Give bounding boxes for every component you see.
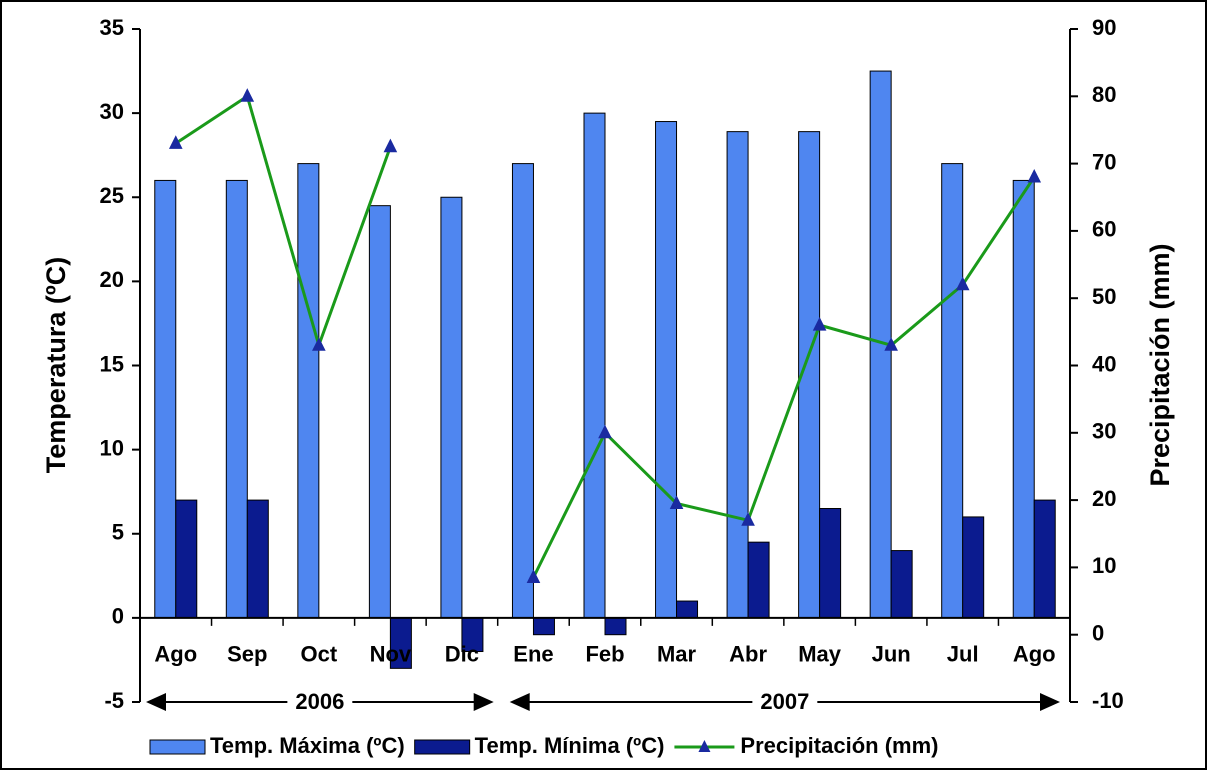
- x-tick-label: Feb: [585, 642, 624, 667]
- bar: [819, 508, 842, 619]
- legend-marker: [698, 740, 711, 752]
- bar: [532, 617, 555, 636]
- legend-swatch: [414, 739, 471, 755]
- bar: [368, 205, 391, 619]
- annotation-bg: [287, 690, 353, 714]
- y2-tick-label: -10: [1092, 688, 1124, 713]
- y-tick-label: 30: [100, 99, 124, 124]
- arrow-head: [473, 693, 494, 711]
- annotation-bg: [752, 690, 818, 714]
- bar: [511, 163, 534, 619]
- line-marker: [1027, 168, 1042, 183]
- line-marker: [812, 317, 827, 331]
- bar: [175, 499, 198, 619]
- legend-label: Temp. Máxima (ºC): [210, 733, 405, 758]
- x-tick-label: Jun: [872, 642, 911, 667]
- bar: [583, 112, 606, 619]
- legend-label: Temp. Mínima (ºC): [475, 733, 665, 758]
- x-tick-label: Oct: [301, 642, 338, 667]
- y-tick-label: 25: [100, 183, 124, 208]
- x-tick-label: Abr: [729, 642, 767, 667]
- y2-tick-label: 20: [1092, 486, 1116, 511]
- bar: [604, 617, 627, 636]
- line-marker: [312, 337, 326, 351]
- arrow-head: [509, 693, 530, 711]
- x-tick-label: May: [798, 642, 842, 667]
- bar: [941, 163, 964, 619]
- y-tick-label: 15: [100, 351, 124, 376]
- arrow-head: [146, 693, 166, 711]
- bar: [440, 196, 463, 619]
- line-marker: [598, 424, 612, 439]
- y-tick-label: 10: [100, 435, 124, 460]
- y2-tick-label: 60: [1092, 217, 1116, 242]
- y2-tick-label: 80: [1092, 82, 1116, 107]
- y-tick-label: -5: [104, 688, 124, 713]
- arrow-head: [1040, 693, 1060, 711]
- bar: [246, 499, 269, 619]
- legend-swatch: [149, 739, 206, 755]
- x-tick-label: Ago: [154, 642, 197, 667]
- line-marker: [669, 495, 684, 509]
- line-marker: [741, 512, 755, 526]
- legend-label: Precipitación (mm): [740, 733, 938, 758]
- line-marker: [526, 569, 541, 583]
- bar: [655, 121, 678, 619]
- y2-tick-label: 50: [1092, 284, 1116, 309]
- y-tick-label: 5: [112, 520, 124, 545]
- x-tick-label: Ene: [513, 642, 553, 667]
- line-marker: [240, 88, 255, 102]
- y-tick-label: 35: [100, 15, 124, 40]
- bar: [297, 163, 320, 619]
- annotation: 2007: [760, 689, 809, 714]
- bar: [962, 516, 985, 619]
- bar: [676, 600, 699, 619]
- x-tick-label: Jul: [947, 642, 979, 667]
- bar: [1033, 499, 1056, 619]
- y2-tick-label: 70: [1092, 149, 1116, 174]
- annotation: 2006: [295, 689, 344, 714]
- y2-axis-label: Precipitación (mm): [1145, 243, 1175, 486]
- bar: [154, 179, 177, 619]
- y-tick-label: 20: [100, 267, 124, 292]
- bar: [225, 179, 248, 619]
- y2-tick-label: 30: [1092, 419, 1116, 444]
- x-tick-label: Ago: [1013, 642, 1056, 667]
- y-tick-label: 0: [112, 604, 124, 629]
- y2-tick-label: 10: [1092, 553, 1116, 578]
- y-axis-label: Temperatura (ºC): [41, 257, 71, 473]
- bar: [890, 550, 913, 619]
- bar: [726, 131, 749, 619]
- line: [174, 93, 1036, 579]
- line-marker: [383, 138, 398, 153]
- x-tick-label: Nov: [370, 642, 412, 667]
- line-marker: [884, 337, 898, 351]
- x-tick-label: Sep: [227, 642, 267, 667]
- y2-tick-label: 90: [1092, 15, 1116, 40]
- y2-tick-label: 0: [1092, 621, 1104, 646]
- y2-tick-label: 40: [1092, 351, 1116, 376]
- x-tick-label: Mar: [657, 642, 697, 667]
- bar: [747, 541, 770, 619]
- x-tick-label: Dic: [445, 642, 479, 667]
- bar: [1012, 179, 1035, 619]
- line-marker: [955, 276, 970, 291]
- line-marker: [168, 135, 183, 149]
